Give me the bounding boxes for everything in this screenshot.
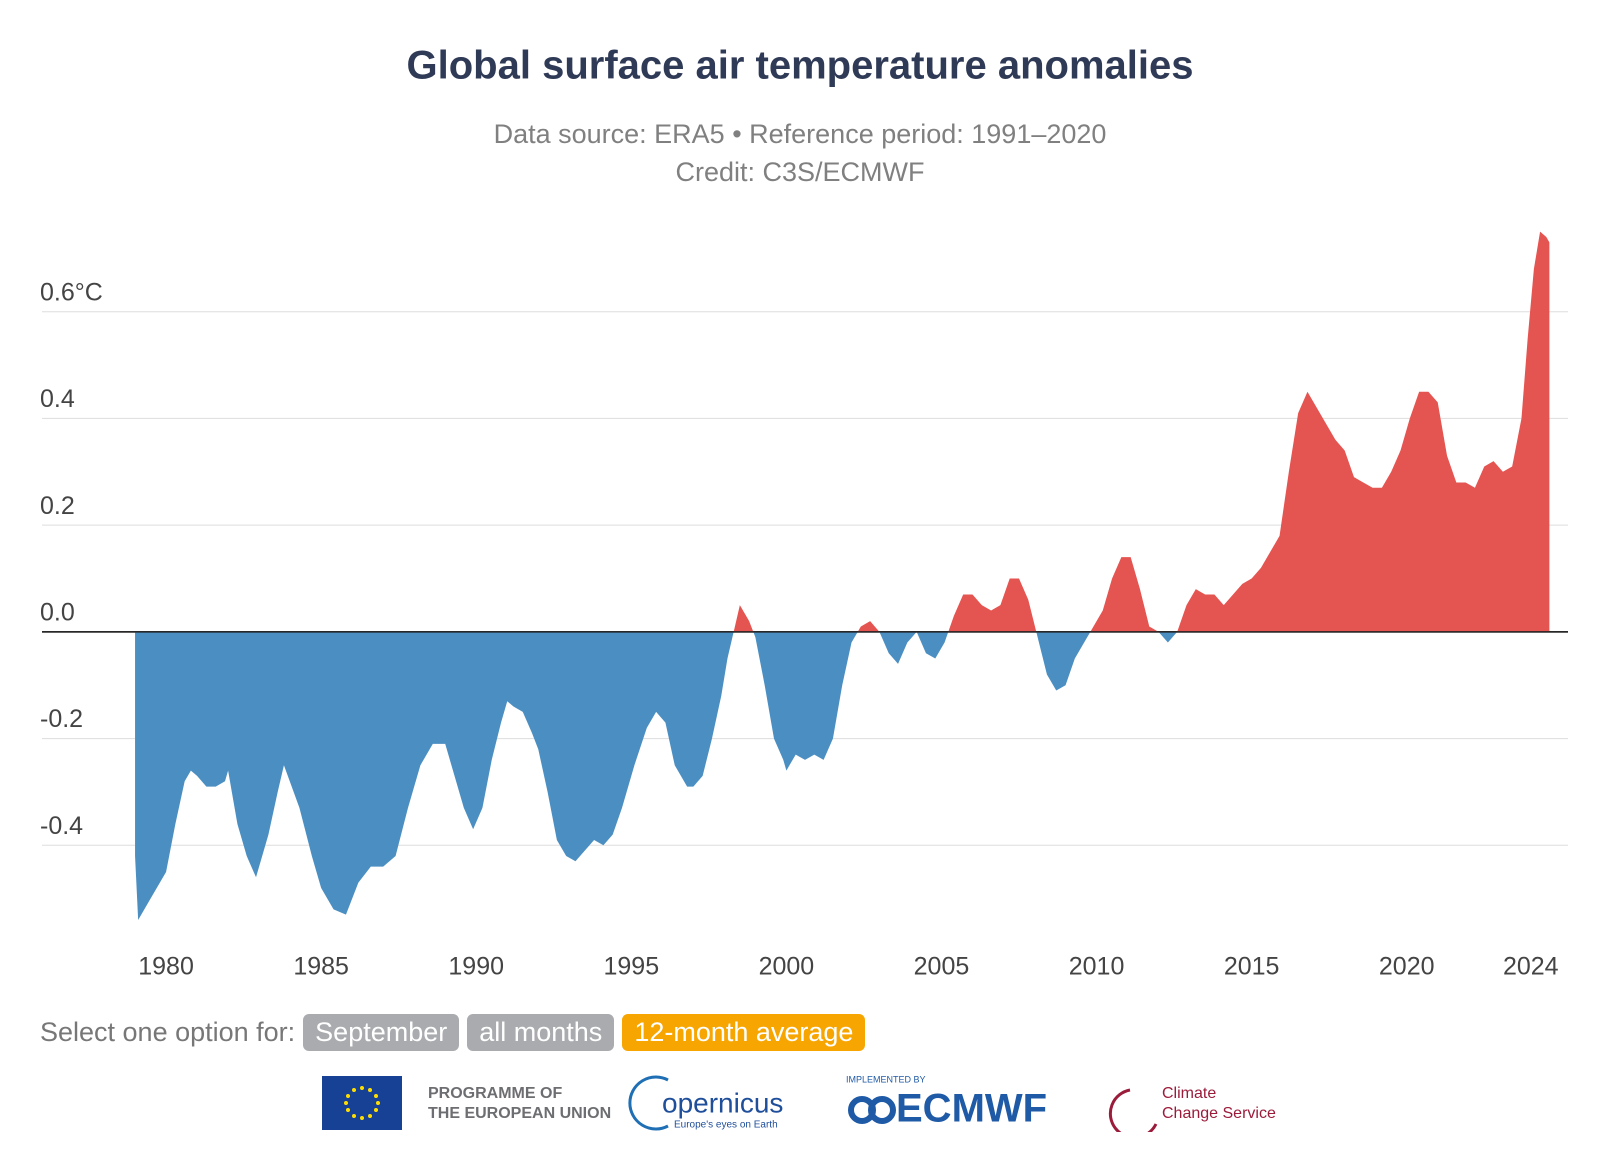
y-tick-label: 0.2 — [40, 492, 75, 520]
c3s-text: Change Service — [1162, 1105, 1276, 1122]
chart-title: Global surface air temperature anomalies — [407, 44, 1194, 88]
x-tick-label: 2000 — [759, 953, 815, 981]
controls-label: Select one option for: — [40, 1017, 296, 1047]
y-tick-label: -0.4 — [40, 812, 83, 840]
copernicus-text: opernicus — [662, 1087, 783, 1118]
x-tick-label: 2024 — [1503, 953, 1559, 981]
eu-flag — [322, 1076, 402, 1130]
eu-text: PROGRAMME OF — [428, 1085, 562, 1102]
eu-stars — [344, 1086, 380, 1120]
ecmwf-text: ECMWF — [896, 1087, 1047, 1131]
area-below — [135, 631, 1178, 920]
c3s-text: Climate — [1162, 1085, 1216, 1102]
x-tick-label: 2010 — [1069, 953, 1125, 981]
controls: Select one option for: September all mon… — [40, 1014, 866, 1051]
y-tick-label: -0.2 — [40, 705, 83, 733]
logos: PROGRAMME OF THE EUROPEAN UNION opernicu… — [322, 1074, 1276, 1132]
x-tick-label: 2015 — [1224, 953, 1280, 981]
option-button[interactable]: September — [303, 1014, 460, 1051]
copernicus-tag: Europe's eyes on Earth — [674, 1120, 778, 1131]
copernicus-c — [628, 1075, 669, 1131]
y-tick-label: 0.4 — [40, 385, 75, 413]
x-tick-label: 1985 — [293, 953, 349, 981]
x-tick-label: 1990 — [448, 953, 504, 981]
c3s-symbol — [1108, 1088, 1158, 1132]
x-tick-label: 1980 — [138, 953, 194, 981]
option-button[interactable]: 12-month average — [622, 1014, 866, 1051]
x-tick-label: 2005 — [914, 953, 970, 981]
y-tick-label: 0.0 — [40, 598, 75, 626]
area-above — [135, 231, 1550, 632]
chart: Global surface air temperature anomalies… — [40, 44, 1568, 981]
subtitle: Data source: ERA5 • Reference period: 19… — [494, 119, 1107, 149]
credit: Credit: C3S/ECMWF — [675, 157, 924, 187]
option-button[interactable]: all months — [467, 1014, 615, 1051]
eu-text: THE EUROPEAN UNION — [428, 1105, 611, 1122]
x-tick-label: 1995 — [603, 953, 659, 981]
ecmwf-symbol — [848, 1096, 896, 1124]
implemented-text: IMPLEMENTED BY — [846, 1074, 926, 1084]
x-tick-label: 2020 — [1379, 953, 1435, 981]
y-tick-label: 0.6°C — [40, 278, 103, 306]
